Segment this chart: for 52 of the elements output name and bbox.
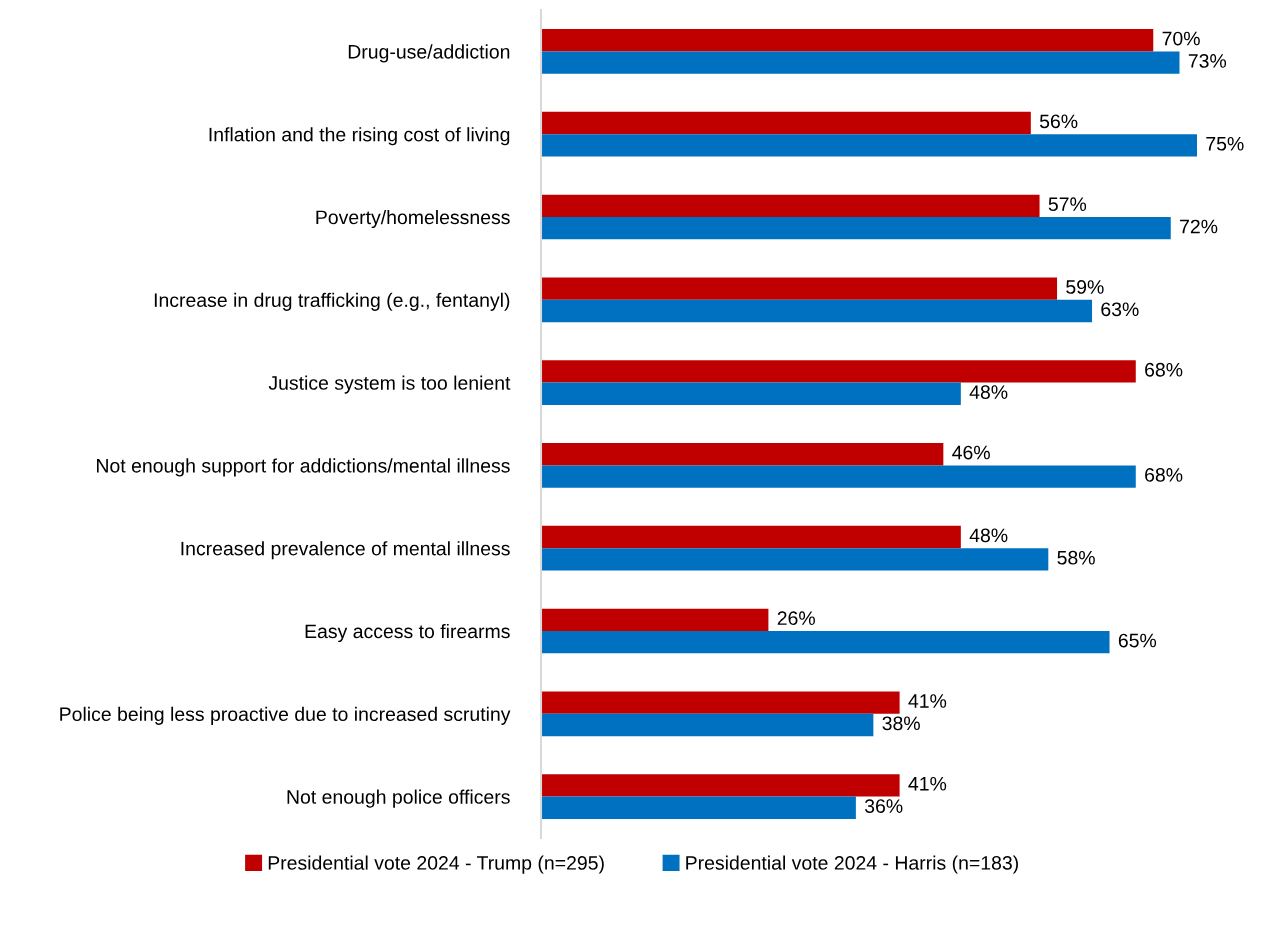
y-tick-label: Increase in drug trafficking (e.g., fentanyl) [154,292,510,311]
data-label: 36% [864,799,903,813]
data-label: 68% [1145,362,1183,377]
bar [541,443,944,466]
legend-label: Presidential vote 2024 - Harris (n=183) [686,855,1018,874]
bar [541,525,961,549]
data-label: 72% [1180,219,1218,234]
y-tick-label: Poverty/homelessness [316,209,510,229]
data-label: 48% [969,385,1008,399]
bar [541,548,1049,571]
data-label: 48% [969,528,1008,543]
data-label: 63% [1101,302,1139,317]
bar [541,631,1110,654]
bar [541,277,1058,300]
y-tick-label: Inflation and the rising cost of living [209,127,510,146]
bar [541,382,961,405]
data-label: 70% [1162,31,1200,46]
bar [541,134,1197,157]
bar [541,194,1040,217]
y-tick-label: Justice system is too lenient [268,375,511,394]
bar [541,51,1180,74]
data-label: 41% [908,776,947,791]
data-label: 59% [1066,280,1104,294]
bar [541,465,1136,488]
legend-label: Presidential vote 2024 - Trump (n=295) [268,855,604,874]
data-label: 68% [1145,468,1183,482]
data-label: 56% [1039,114,1078,129]
y-tick-label: Drug-use/addiction [348,44,510,63]
bar [541,29,1154,52]
data-label: 26% [777,611,815,626]
data-label: 58% [1057,550,1095,565]
bar [541,691,900,714]
data-label: 75% [1206,136,1244,151]
data-label: 38% [882,716,920,731]
data-label: 65% [1118,633,1157,648]
bar [541,608,769,631]
bar [541,796,856,819]
y-tick-label: Increased prevalence of mental illness [181,541,510,560]
bar [541,299,1093,323]
y-tick-label: Not enough police officers [287,789,510,808]
data-label: 73% [1188,54,1227,68]
y-tick-label: Police being less proactive due to increased scrutiny [60,706,511,725]
bar [541,774,900,797]
bar [541,360,1136,383]
bar [541,217,1171,240]
bar [541,713,874,737]
bar [541,111,1031,135]
y-tick-label: Not enough support for addictions/mental illness [97,458,510,477]
y-tick-label: Easy access to firearms [305,623,510,643]
data-label: 41% [908,694,947,708]
data-label: 46% [952,445,990,460]
data-label: 57% [1048,197,1087,212]
